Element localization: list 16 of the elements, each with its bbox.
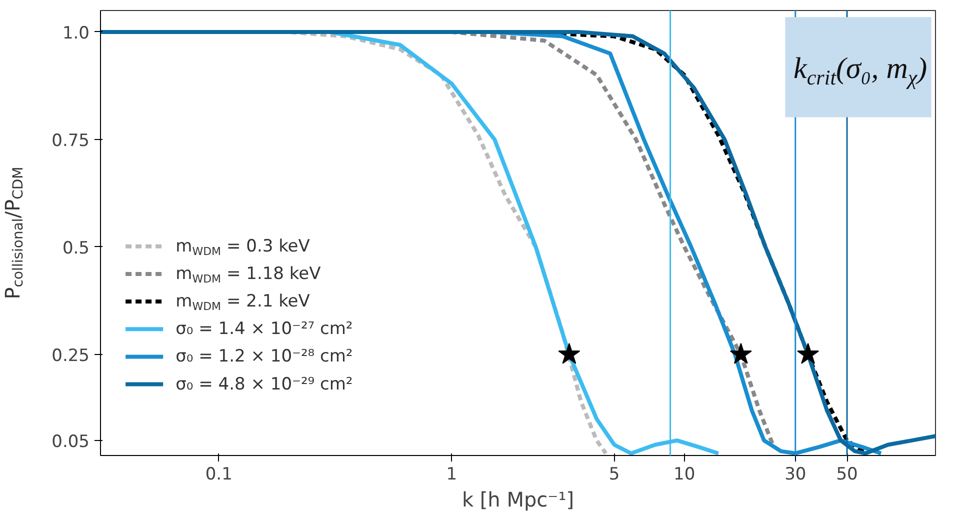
x-tick-label: 10 — [674, 464, 696, 484]
x-tick-label: 0.1 — [205, 464, 232, 484]
x-tick-label: 30 — [784, 464, 806, 484]
legend-label: σ₀ = 1.4 × 10⁻²⁷ cm² — [176, 319, 353, 340]
legend-label: σ₀ = 4.8 × 10⁻²⁹ cm² — [176, 374, 353, 394]
x-axis-title: k [h Mpc⁻¹] — [462, 488, 574, 512]
y-tick-label: 0.75 — [52, 130, 90, 151]
legend-label: σ₀ = 1.2 × 10⁻²⁸ cm² — [176, 346, 353, 367]
y-axis-title: Pcollisional/PCDM — [0, 166, 26, 300]
x-tick-label: 5 — [608, 464, 620, 484]
y-tick-label: 0.5 — [62, 238, 90, 258]
x-tick-label: 1 — [446, 464, 458, 484]
x-tick-label: 50 — [836, 464, 858, 484]
y-tick-label: 0.25 — [52, 346, 90, 366]
y-tick-label: 1.0 — [62, 24, 90, 44]
y-tick-label: 0.05 — [52, 432, 90, 452]
